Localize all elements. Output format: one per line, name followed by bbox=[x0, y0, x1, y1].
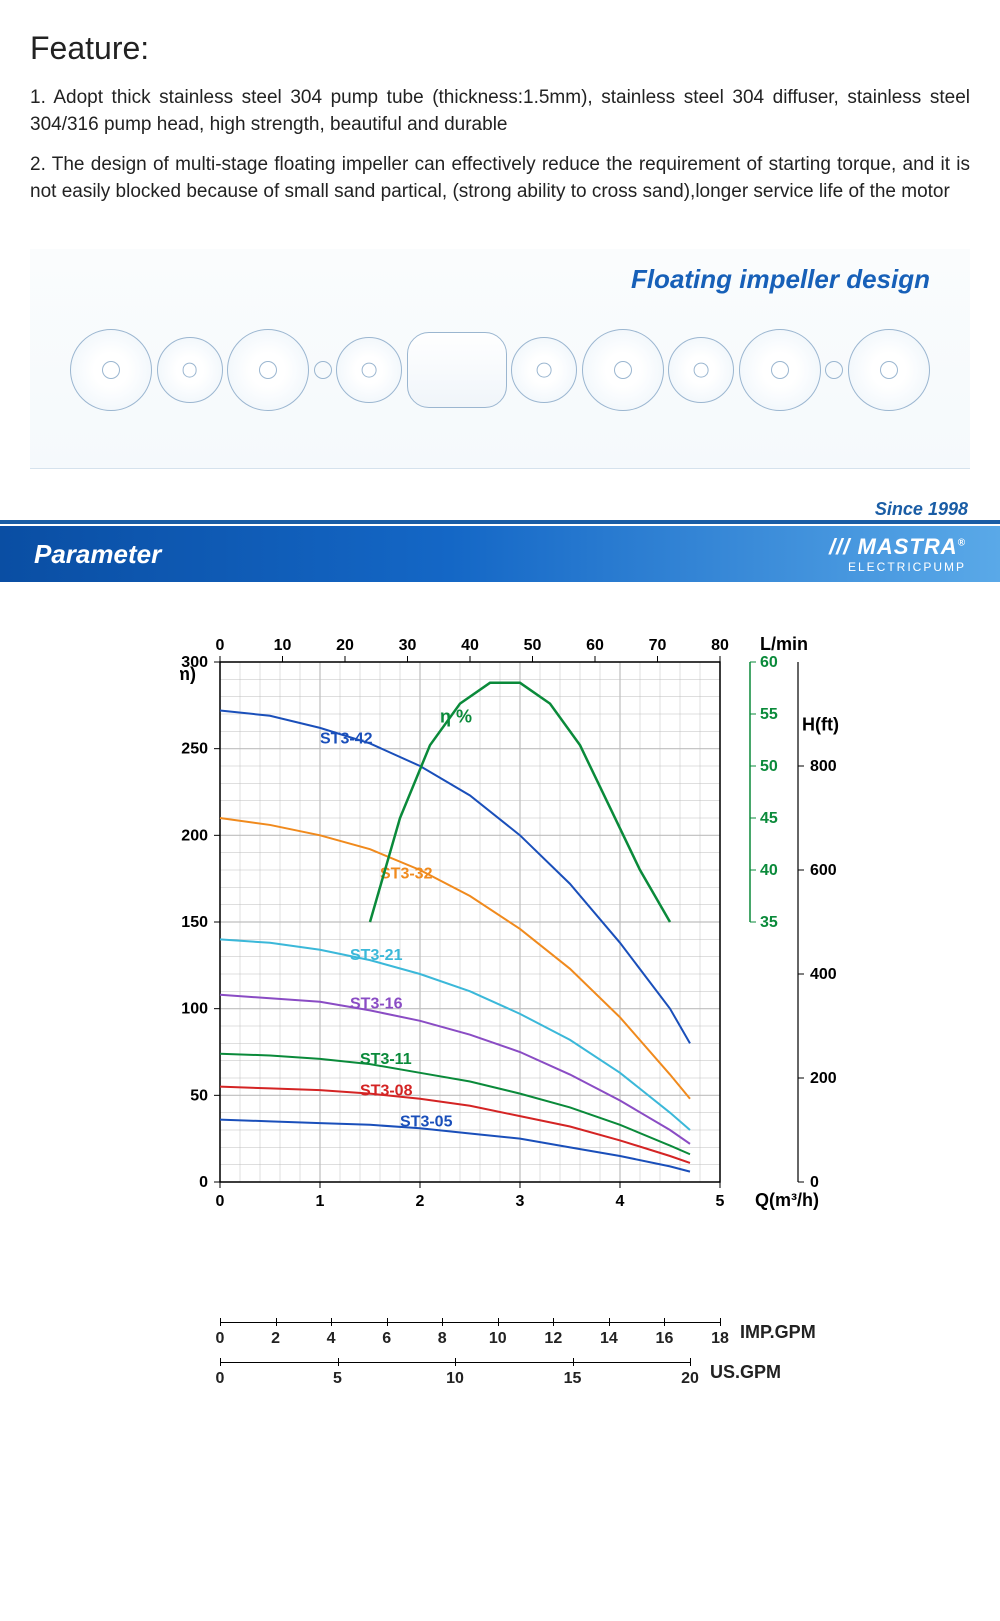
svg-text:200: 200 bbox=[181, 828, 208, 845]
svg-text:800: 800 bbox=[810, 758, 837, 775]
performance-chart: 01020304050607080L/min012345Q(m³/h)05010… bbox=[180, 632, 880, 1282]
aux-axes: 024681012141618IMP.GPM05101520US.GPM bbox=[180, 1312, 920, 1392]
svg-text:5: 5 bbox=[716, 1193, 725, 1210]
impeller-diagram: Floating impeller design bbox=[30, 249, 970, 469]
svg-text:40: 40 bbox=[461, 637, 479, 654]
impeller-title: Floating impeller design bbox=[631, 264, 930, 295]
svg-text:600: 600 bbox=[810, 862, 837, 879]
brand-logo: /// MASTRA® bbox=[829, 534, 966, 560]
svg-text:70: 70 bbox=[649, 637, 667, 654]
svg-text:10: 10 bbox=[274, 637, 292, 654]
feature-heading: Feature: bbox=[30, 30, 970, 67]
svg-text:0: 0 bbox=[216, 1193, 225, 1210]
svg-text:4: 4 bbox=[616, 1193, 625, 1210]
svg-text:40: 40 bbox=[760, 862, 778, 879]
svg-text:200: 200 bbox=[810, 1070, 837, 1087]
svg-text:60: 60 bbox=[586, 637, 604, 654]
svg-text:H(m): H(m) bbox=[180, 664, 196, 684]
svg-text:45: 45 bbox=[760, 810, 778, 827]
svg-text:55: 55 bbox=[760, 706, 778, 723]
svg-text:400: 400 bbox=[810, 966, 837, 983]
svg-text:ST3-42: ST3-42 bbox=[320, 731, 373, 748]
svg-text:0: 0 bbox=[216, 637, 225, 654]
svg-text:1: 1 bbox=[316, 1193, 325, 1210]
parameter-banner: Parameter /// MASTRA® ELECTRICPUMP bbox=[0, 526, 1000, 582]
svg-text:60: 60 bbox=[760, 654, 778, 671]
svg-text:ST3-21: ST3-21 bbox=[350, 948, 403, 965]
svg-text:250: 250 bbox=[181, 741, 208, 758]
svg-text:ST3-32: ST3-32 bbox=[380, 866, 433, 883]
svg-text:H(ft): H(ft) bbox=[802, 715, 839, 735]
svg-text:3: 3 bbox=[516, 1193, 525, 1210]
svg-text:2: 2 bbox=[416, 1193, 425, 1210]
svg-text:η %: η % bbox=[440, 707, 472, 727]
svg-text:ST3-16: ST3-16 bbox=[350, 996, 403, 1013]
svg-text:30: 30 bbox=[399, 637, 417, 654]
feature-item-1: 1. Adopt thick stainless steel 304 pump … bbox=[30, 85, 970, 138]
svg-text:L/min: L/min bbox=[760, 634, 808, 654]
svg-text:100: 100 bbox=[181, 1001, 208, 1018]
svg-text:20: 20 bbox=[336, 637, 354, 654]
svg-text:50: 50 bbox=[524, 637, 542, 654]
svg-text:0: 0 bbox=[199, 1174, 208, 1191]
brand-sub: ELECTRICPUMP bbox=[829, 560, 966, 574]
svg-text:0: 0 bbox=[810, 1174, 819, 1191]
svg-text:50: 50 bbox=[760, 758, 778, 775]
svg-text:35: 35 bbox=[760, 914, 778, 931]
banner-title: Parameter bbox=[34, 539, 161, 570]
svg-text:50: 50 bbox=[190, 1088, 208, 1105]
svg-text:ST3-11: ST3-11 bbox=[360, 1052, 412, 1069]
svg-text:Q(m³/h): Q(m³/h) bbox=[755, 1190, 819, 1210]
svg-text:ST3-08: ST3-08 bbox=[360, 1083, 413, 1100]
svg-text:ST3-05: ST3-05 bbox=[400, 1114, 453, 1131]
since-label: Since 1998 bbox=[0, 499, 1000, 520]
svg-text:80: 80 bbox=[711, 637, 729, 654]
feature-item-2: 2. The design of multi-stage floating im… bbox=[30, 152, 970, 205]
svg-text:150: 150 bbox=[181, 914, 208, 931]
